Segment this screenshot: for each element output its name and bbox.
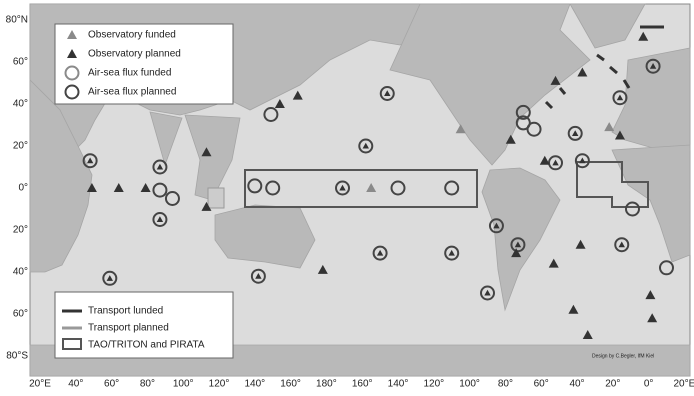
legend-label: Observatory planned	[88, 49, 181, 60]
credit: Design by C.Begler, IfM Kiel	[592, 353, 654, 359]
lon-label: 60°	[104, 379, 119, 390]
lon-label: 180°	[316, 379, 337, 390]
lon-label: 120°	[423, 379, 444, 390]
lon-label: 160°	[352, 379, 373, 390]
legend-label: Air-sea flux funded	[88, 68, 171, 79]
legend-bottom: Transport lunded Transport planned TAO/T…	[55, 292, 233, 358]
lon-label: 40°	[569, 379, 584, 390]
lon-label: 40°	[68, 379, 83, 390]
lat-label: 60°	[13, 57, 28, 68]
lon-label: 120°	[209, 379, 230, 390]
legend-label: Transport planned	[88, 323, 169, 334]
lon-label: 20°E	[674, 379, 694, 390]
lat-label: 40°	[13, 99, 28, 110]
lon-label: 100°	[459, 379, 480, 390]
legend-top: Observatory funded Observatory planned Air…	[55, 24, 233, 104]
legend-label: TAO/TRITON and PIRATA	[88, 340, 205, 351]
lat-label: 80°N	[6, 15, 28, 26]
lat-label: 60°	[13, 309, 28, 320]
legend-label: Air-sea flux planned	[88, 87, 176, 98]
lon-label: 0°	[644, 379, 654, 390]
legend-label: Transport lunded	[88, 306, 163, 317]
lon-label: 160°	[280, 379, 301, 390]
lon-label: 140°	[244, 379, 265, 390]
lon-label: 60°	[534, 379, 549, 390]
lon-label: 80°	[498, 379, 513, 390]
lon-label: 100°	[173, 379, 194, 390]
lon-label: 80°	[140, 379, 155, 390]
lat-label: 20°	[13, 225, 28, 236]
lat-label: 40°	[13, 267, 28, 278]
legend-label: Observatory funded	[88, 30, 176, 41]
lat-label: 20°	[13, 141, 28, 152]
map: Observatory funded Observatory planned Air…	[0, 0, 694, 391]
lon-label: 20°E	[29, 379, 51, 390]
lat-label: 80°S	[6, 351, 28, 362]
lat-label: 0°	[18, 183, 28, 194]
lon-label: 140°	[388, 379, 409, 390]
lon-label: 20°	[605, 379, 620, 390]
